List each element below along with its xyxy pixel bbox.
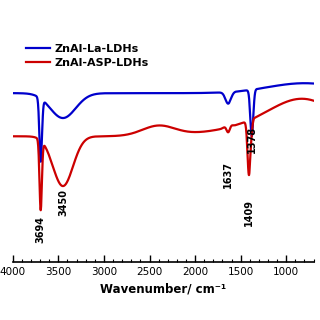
Text: 1378: 1378 bbox=[247, 126, 257, 154]
ZnAl-La-LDHs bbox=[312, 82, 316, 85]
ZnAl-ASP-LDHs bbox=[11, 134, 15, 138]
ZnAl-ASP-LDHs bbox=[242, 121, 246, 124]
ZnAl-ASP-LDHs bbox=[300, 97, 304, 101]
Text: 1637: 1637 bbox=[223, 161, 233, 188]
ZnAl-ASP-LDHs bbox=[198, 130, 202, 134]
ZnAl-La-LDHs bbox=[39, 160, 43, 164]
ZnAl-La-LDHs bbox=[302, 81, 306, 85]
ZnAl-La-LDHs bbox=[13, 91, 17, 95]
ZnAl-La-LDHs bbox=[177, 91, 181, 95]
Line: ZnAl-ASP-LDHs: ZnAl-ASP-LDHs bbox=[13, 99, 314, 210]
X-axis label: Wavenumber/ cm⁻¹: Wavenumber/ cm⁻¹ bbox=[100, 283, 226, 296]
ZnAl-ASP-LDHs bbox=[177, 128, 181, 132]
ZnAl-ASP-LDHs bbox=[239, 122, 243, 125]
ZnAl-ASP-LDHs bbox=[312, 99, 316, 103]
ZnAl-La-LDHs bbox=[239, 89, 243, 93]
ZnAl-La-LDHs bbox=[242, 89, 246, 92]
ZnAl-ASP-LDHs bbox=[13, 134, 17, 138]
Text: 3694: 3694 bbox=[36, 216, 46, 243]
Line: ZnAl-La-LDHs: ZnAl-La-LDHs bbox=[13, 83, 314, 162]
Text: 1409: 1409 bbox=[244, 199, 254, 226]
ZnAl-La-LDHs bbox=[198, 91, 202, 95]
Text: 3450: 3450 bbox=[58, 189, 68, 216]
ZnAl-La-LDHs bbox=[240, 89, 244, 93]
Legend: ZnAl-La-LDHs, ZnAl-ASP-LDHs: ZnAl-La-LDHs, ZnAl-ASP-LDHs bbox=[21, 39, 153, 72]
ZnAl-ASP-LDHs bbox=[39, 208, 43, 212]
ZnAl-ASP-LDHs bbox=[240, 121, 244, 125]
ZnAl-La-LDHs bbox=[11, 91, 15, 95]
